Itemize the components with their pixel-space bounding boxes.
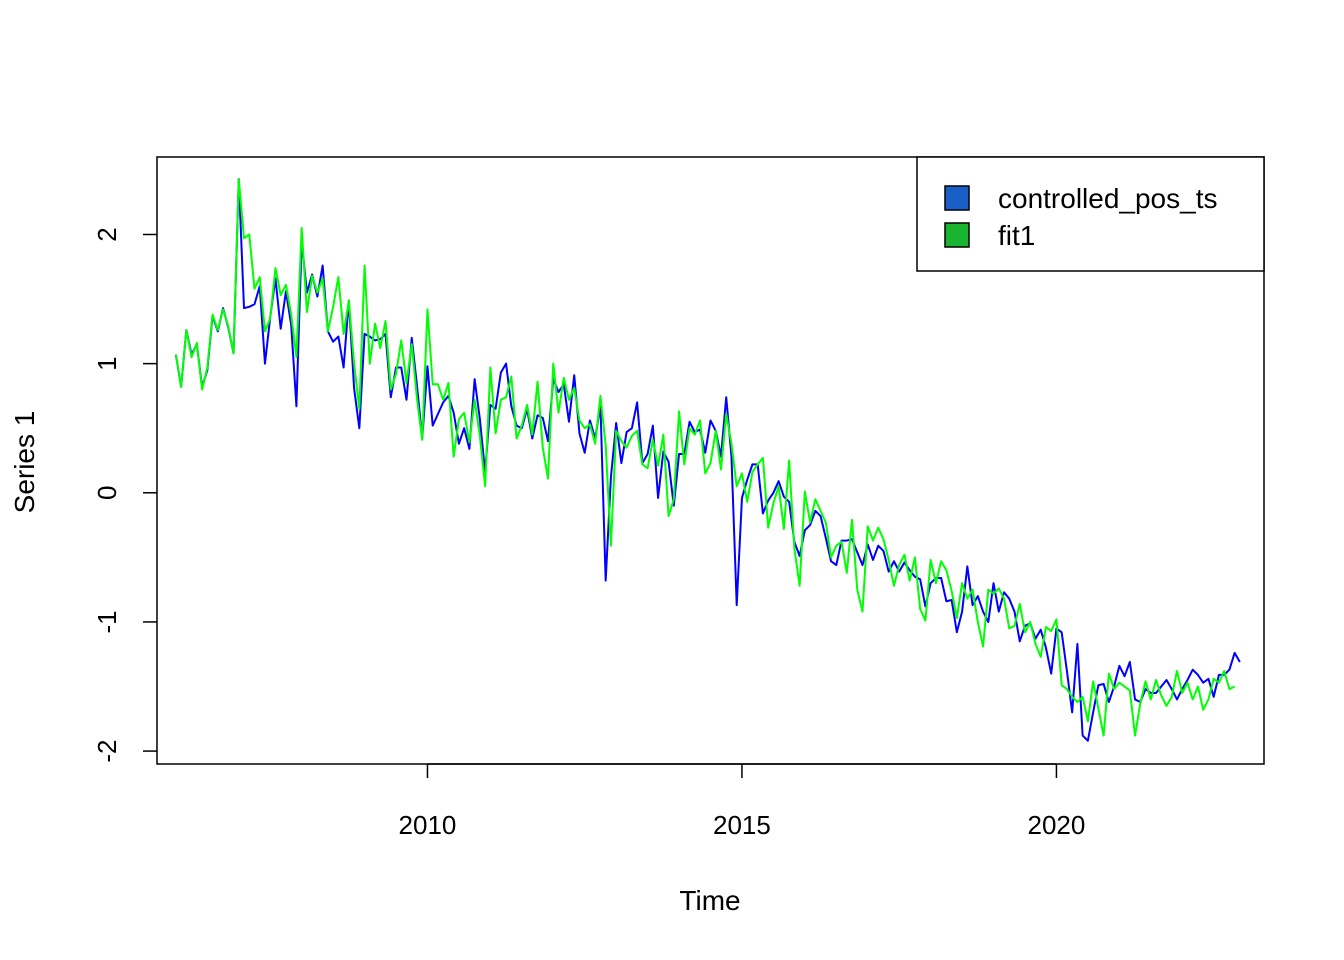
legend-swatch-fit1 — [944, 222, 970, 248]
y-tick-label: 0 — [92, 486, 122, 500]
series-layer — [174, 177, 1241, 742]
x-axis: 2010 2015 2020 — [399, 763, 1086, 840]
series-line-controlled-pos-ts — [174, 177, 1241, 742]
y-axis-title: Series 1 — [9, 411, 40, 514]
series-line-fit1 — [174, 177, 1236, 737]
x-tick-label: 2020 — [1028, 810, 1086, 840]
legend-label-fit1: fit1 — [998, 220, 1035, 251]
legend-label-controlled-pos-ts: controlled_pos_ts — [998, 183, 1217, 214]
x-axis-title: Time — [679, 885, 740, 916]
legend-swatch-controlled-pos-ts — [944, 185, 970, 211]
y-tick-label: 1 — [92, 356, 122, 370]
y-tick-label: 2 — [92, 227, 122, 241]
y-tick-label: -2 — [92, 740, 122, 763]
x-tick-label: 2010 — [399, 810, 457, 840]
y-tick-label: -1 — [92, 610, 122, 633]
x-tick-label: 2015 — [713, 810, 771, 840]
y-axis: -2 -1 0 1 2 — [92, 227, 157, 763]
legend: controlled_pos_ts fit1 — [916, 156, 1265, 272]
legend-box — [916, 156, 1265, 272]
